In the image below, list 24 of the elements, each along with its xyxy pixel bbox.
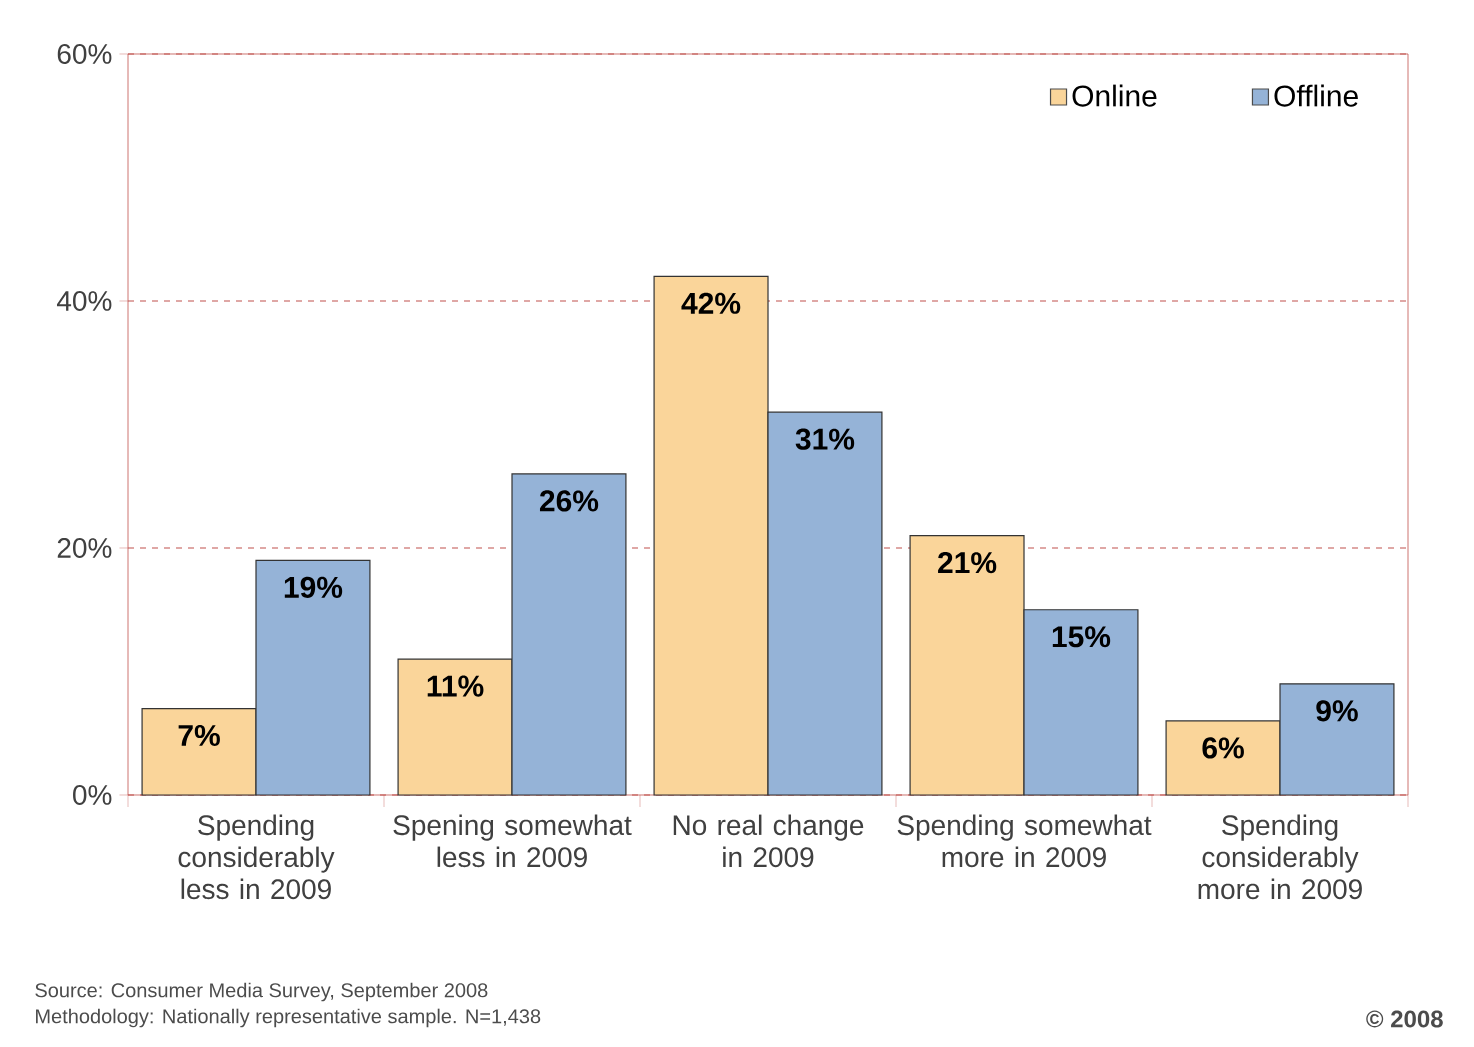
x-tick-label: Spending somewhat more in 2009 [897,814,1152,868]
data-label: 7% [178,724,220,747]
data-label: 11% [427,675,484,697]
source-note: Source: Consumer Media Survey, September 2008 [35,982,488,1002]
x-tick-label: Spening somewhat less in 2009 [393,814,632,868]
x-tick-label: Spending considerably more in 2009 [1198,814,1362,900]
y-tick-label: 20% [57,538,112,558]
y-tick-label: 40% [56,291,112,311]
text: © 2008 [1366,1010,1443,1028]
data-label: 26% [539,490,599,512]
legend-label: Online [1072,84,1157,107]
data-label: 6% [1202,737,1244,759]
data-label: 19% [284,576,343,598]
data-label: 31% [795,428,855,450]
data-label: 15% [1052,626,1111,648]
legend-label: Offline [1274,84,1358,107]
data-label: 9% [1316,700,1358,722]
y-tick-label: 0% [73,785,112,805]
x-tick-label: Spending considerably less in 2009 [178,814,335,900]
data-label: 21% [938,552,997,574]
x-tick-label: No real change in 2009 [673,814,864,868]
text: Methodology: Nationally representative sample. N=1,438 [36,1008,541,1028]
data-label: 42% [681,292,741,314]
y-tick-label: 60% [57,44,112,64]
